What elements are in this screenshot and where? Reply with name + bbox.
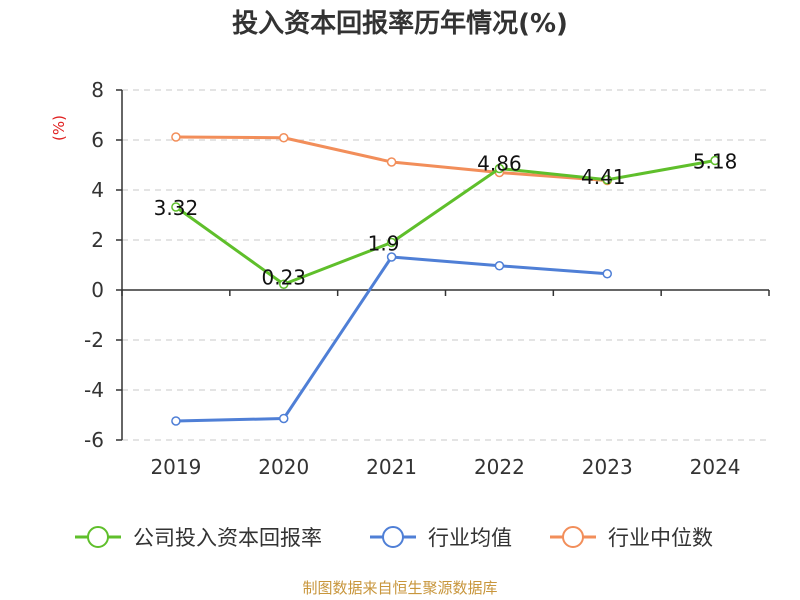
data-point (279, 279, 289, 289)
y-tick-label: 2 (91, 228, 104, 252)
x-tick-label: 2020 (258, 455, 309, 479)
data-point (171, 132, 181, 142)
legend-label: 行业中位数 (608, 526, 713, 550)
legend: 公司投入资本回报率 行业均值 行业中位数 (75, 526, 713, 550)
data-point (494, 163, 505, 174)
legend-marker (382, 526, 404, 548)
y-tick-label: -2 (84, 328, 104, 352)
data-labels: 3.32 0.23 1.9 4.86 4.41 5.18 (154, 150, 738, 290)
data-label: 4.41 (581, 165, 626, 189)
data-point (279, 133, 289, 143)
legend-marker (87, 526, 109, 548)
y-tick-label: 8 (91, 78, 104, 102)
data-label: 1.9 (368, 232, 400, 256)
data-point (386, 157, 397, 167)
y-tick-label: -6 (84, 428, 104, 452)
y-axis-label: (%) (50, 115, 68, 141)
data-label: 0.23 (261, 265, 306, 289)
legend-label: 公司投入资本回报率 (133, 526, 322, 550)
axes: 8 6 4 2 0 -2 -4 -6 2019 2020 2021 2022 2023 2024 (84, 78, 770, 479)
series-lines (171, 132, 720, 426)
data-point (386, 237, 397, 248)
legend-label: 行业均值 (428, 526, 512, 550)
data-point (386, 252, 397, 262)
data-point (710, 155, 720, 166)
data-label: 3.32 (154, 196, 199, 220)
chart-title: 投入资本回报率历年情况(%) (232, 8, 568, 39)
series-line (174, 255, 609, 423)
data-point (494, 261, 505, 271)
x-tick-label: 2022 (474, 455, 525, 479)
legend-marker (562, 526, 584, 548)
x-tick-label: 2021 (366, 455, 417, 479)
y-tick-label: 0 (91, 278, 104, 302)
grid-lines (122, 89, 769, 441)
x-tick-label: 2024 (690, 455, 741, 479)
y-tick-label: 6 (91, 128, 104, 152)
y-tick-label: -4 (84, 378, 104, 402)
series-line (174, 159, 717, 286)
y-tick-label: 4 (91, 178, 104, 202)
data-point (171, 202, 181, 212)
data-point (171, 416, 181, 426)
source-note: 制图数据来自恒生聚源数据库 (302, 579, 497, 597)
x-tick-label: 2019 (150, 455, 201, 479)
data-point (602, 269, 612, 279)
x-tick-label: 2023 (582, 455, 633, 479)
data-point (602, 175, 612, 185)
data-label: 4.86 (477, 152, 522, 176)
data-label: 5.18 (693, 150, 738, 174)
data-point (279, 413, 289, 424)
